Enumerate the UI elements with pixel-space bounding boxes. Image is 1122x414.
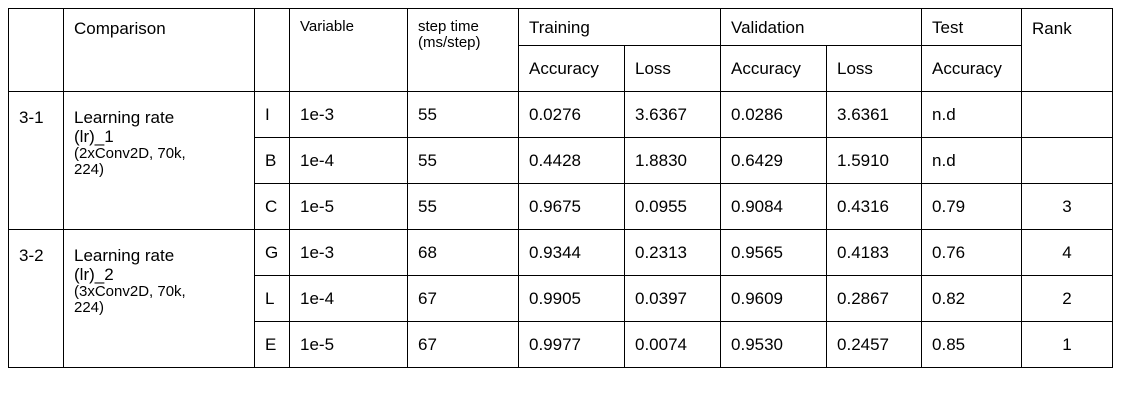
run-code: C <box>254 183 290 230</box>
header-row-2: Accuracy Loss Accuracy Loss Accuracy <box>9 45 1113 92</box>
step-time-value: 67 <box>407 275 519 322</box>
validation-loss-value: 0.4183 <box>826 229 923 276</box>
comparison-cell: Learning rate (lr)_1 (2xConv2D, 70k, 224… <box>63 91 255 230</box>
rank-value: 3 <box>1021 183 1114 230</box>
test-accuracy-value: 0.79 <box>921 183 1023 230</box>
variable-value: 1e-5 <box>289 183 408 230</box>
run-code: G <box>254 229 290 276</box>
table-row: E 1e-5 67 0.9977 0.0074 0.9530 0.2457 0.… <box>9 321 1114 368</box>
training-accuracy-value: 0.9905 <box>518 275 625 322</box>
test-accuracy-value: n.d <box>921 91 1023 138</box>
rank-value: 2 <box>1021 275 1114 322</box>
training-loss-value: 0.2313 <box>623 229 722 276</box>
rank-value <box>1021 137 1114 184</box>
rank-value <box>1021 91 1114 138</box>
validation-loss-value: 0.2867 <box>826 275 923 322</box>
header-row-1: Comparison Variable step time (ms/step) … <box>8 8 1114 92</box>
step-time-value: 55 <box>407 183 519 230</box>
variable-value: 1e-4 <box>289 275 408 322</box>
header-validation: Validation <box>720 8 923 46</box>
comparison-detail: (3xConv2D, 70k, 224) <box>74 283 186 316</box>
step-time-value: 55 <box>407 137 519 184</box>
comparison-detail: (2xConv2D, 70k, 224) <box>74 145 186 178</box>
training-accuracy-value: 0.4428 <box>518 137 625 184</box>
header-test: Test <box>921 8 1023 46</box>
test-accuracy-value: 0.82 <box>921 275 1023 322</box>
training-accuracy-value: 0.9675 <box>518 183 625 230</box>
training-loss-value: 0.0397 <box>623 275 722 322</box>
step-time-value: 68 <box>407 229 519 276</box>
table-row: C 1e-5 55 0.9675 0.0955 0.9084 0.4316 0.… <box>9 183 1114 230</box>
header-rank: Rank <box>1021 8 1114 92</box>
training-loss-value: 0.0074 <box>623 321 722 368</box>
group-id: 3-2 <box>8 229 64 368</box>
header-step-time: step time (ms/step) <box>407 8 519 92</box>
validation-loss-value: 0.4316 <box>826 183 923 230</box>
validation-accuracy-value: 0.6429 <box>720 137 828 184</box>
training-loss-value: 3.6367 <box>623 91 722 138</box>
validation-loss-value: 1.5910 <box>826 137 923 184</box>
header-training: Training <box>517 8 722 46</box>
header-code-cell <box>254 8 290 92</box>
test-accuracy-value: 0.76 <box>921 229 1023 276</box>
rank-value: 1 <box>1021 321 1114 368</box>
validation-accuracy-value: 0.0286 <box>720 91 828 138</box>
comparison-title: Learning rate (lr)_2 <box>74 246 175 284</box>
run-code: I <box>254 91 290 138</box>
validation-accuracy-value: 0.9609 <box>720 275 828 322</box>
training-accuracy-value: 0.0276 <box>518 91 625 138</box>
validation-accuracy-value: 0.9565 <box>720 229 828 276</box>
validation-loss-value: 3.6361 <box>826 91 923 138</box>
variable-value: 1e-5 <box>289 321 408 368</box>
table-row: 3-2 Learning rate (lr)_2 (3xConv2D, 70k,… <box>8 229 1114 368</box>
test-accuracy-value: n.d <box>921 137 1023 184</box>
step-time-value: 67 <box>407 321 519 368</box>
rank-value: 4 <box>1021 229 1114 276</box>
variable-value: 1e-4 <box>289 137 408 184</box>
comparison-cell: Learning rate (lr)_2 (3xConv2D, 70k, 224… <box>63 229 255 368</box>
variable-value: 1e-3 <box>289 91 408 138</box>
table-row: B 1e-4 55 0.4428 1.8830 0.6429 1.5910 n.… <box>9 137 1114 184</box>
run-code: E <box>254 321 290 368</box>
group-id: 3-1 <box>8 91 64 230</box>
header-comparison: Comparison <box>63 8 255 92</box>
header-validation-accuracy: Accuracy <box>720 45 828 92</box>
header-validation-loss: Loss <box>826 45 923 92</box>
test-accuracy-value: 0.85 <box>921 321 1023 368</box>
header-training-accuracy: Accuracy <box>518 45 625 92</box>
validation-accuracy-value: 0.9530 <box>720 321 828 368</box>
variable-value: 1e-3 <box>289 229 408 276</box>
training-loss-value: 0.0955 <box>623 183 722 230</box>
header-test-accuracy: Accuracy <box>921 45 1023 92</box>
comparison-title: Learning rate (lr)_1 <box>74 108 175 146</box>
results-table: Comparison Variable step time (ms/step) … <box>8 8 1114 368</box>
header-id-cell <box>8 8 64 92</box>
header-training-loss: Loss <box>623 45 722 92</box>
header-variable: Variable <box>289 8 408 92</box>
training-loss-value: 1.8830 <box>623 137 722 184</box>
table-row: L 1e-4 67 0.9905 0.0397 0.9609 0.2867 0.… <box>9 275 1114 322</box>
run-code: L <box>254 275 290 322</box>
step-time-value: 55 <box>407 91 519 138</box>
validation-loss-value: 0.2457 <box>826 321 923 368</box>
run-code: B <box>254 137 290 184</box>
validation-accuracy-value: 0.9084 <box>720 183 828 230</box>
table-row: 3-1 Learning rate (lr)_1 (2xConv2D, 70k,… <box>8 91 1114 230</box>
training-accuracy-value: 0.9344 <box>518 229 625 276</box>
training-accuracy-value: 0.9977 <box>518 321 625 368</box>
